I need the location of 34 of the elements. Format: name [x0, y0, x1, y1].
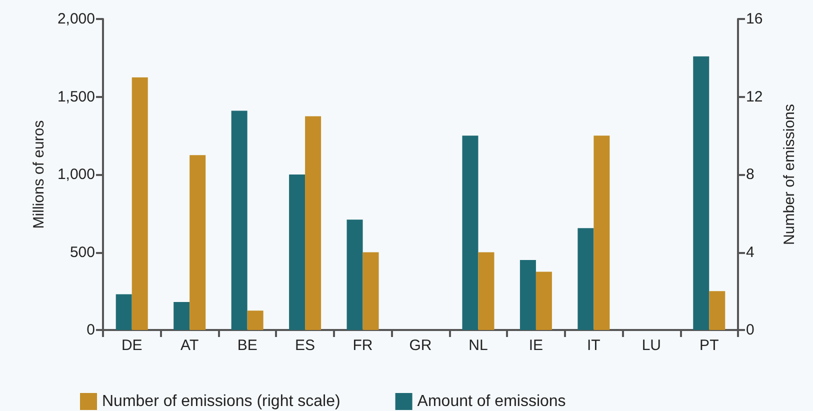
y-tick-label: 1,000	[57, 166, 95, 183]
legend-label: Number of emissions (right scale)	[102, 393, 340, 410]
y-tick-label: 0	[86, 322, 95, 338]
y2-tick-label: 4	[746, 244, 754, 261]
y2-tick-label: 0	[746, 322, 754, 338]
bar	[132, 77, 148, 330]
y-tick-label: 500	[70, 244, 95, 261]
x-tick-label: FR	[352, 337, 373, 354]
bar	[693, 56, 710, 330]
y2-tick-label: 16	[746, 10, 763, 28]
bar	[231, 110, 248, 330]
bar	[247, 310, 264, 330]
x-tick-label: DE	[121, 337, 142, 354]
bar	[116, 294, 132, 330]
x-tick-label: NL	[468, 337, 488, 354]
y2-tick-label: 8	[746, 166, 754, 183]
x-tick-label: BE	[237, 337, 258, 354]
x-tick-label: AT	[180, 337, 199, 354]
x-tick-label: ES	[295, 337, 316, 354]
x-tick-label: IT	[587, 337, 600, 354]
legend-label: Amount of emissions	[417, 393, 566, 410]
x-tick-label: PT	[700, 337, 719, 354]
bar	[190, 155, 206, 330]
x-tick-label: IE	[528, 337, 544, 354]
y2-tick-label: 12	[746, 88, 763, 106]
x-tick-label: LU	[642, 337, 662, 354]
y-axis-title: Millions of euros	[30, 120, 48, 229]
y2-axis-title: Number of emissions	[781, 104, 798, 245]
x-tick-label: GR	[409, 337, 432, 354]
bar	[174, 302, 190, 330]
bar	[709, 291, 726, 330]
bar	[462, 136, 478, 330]
y-tick-label: 2,000	[57, 10, 95, 28]
y-tick-label: 1,500	[57, 88, 95, 106]
